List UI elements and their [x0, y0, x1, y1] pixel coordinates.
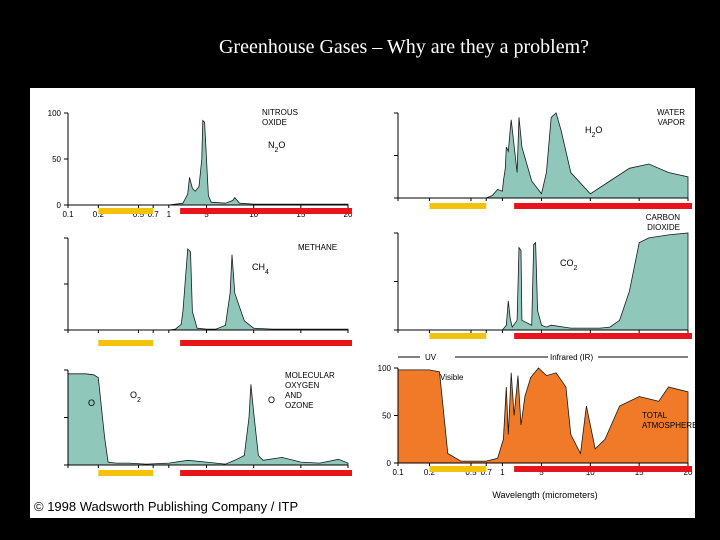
series-name-label: METHANE [298, 243, 337, 252]
y-tick-label: 100 [48, 109, 62, 118]
x-tick-label: 5 [539, 468, 544, 477]
uv-annotation: UV [425, 353, 437, 362]
x-axis-label: Wavelength (micrometers) [492, 490, 597, 500]
x-tick-label: 15 [635, 468, 644, 477]
y-tick-label: 0 [387, 459, 392, 468]
x-tick-label: 0.5 [133, 210, 145, 219]
x-tick-label: 15 [296, 210, 305, 219]
y-tick-label: 0 [57, 201, 62, 210]
figure-credit: © 1998 Wadsworth Publishing Company / IT… [34, 499, 299, 514]
visible-range-bar [98, 208, 154, 214]
infrared-range-bar [180, 208, 352, 214]
x-tick-label: 10 [586, 468, 595, 477]
infrared-range-bar [514, 333, 692, 339]
x-tick-label: 0.5 [465, 468, 477, 477]
x-tick-label: 20 [344, 210, 353, 219]
series-area-3 [398, 232, 689, 331]
visible-annotation: Visible [440, 373, 464, 382]
y-tick-label: 50 [382, 412, 391, 421]
visible-range-bar [98, 470, 154, 476]
series-area-2 [68, 248, 349, 331]
series-name-label: WATER [657, 108, 685, 117]
infrared-range-bar [180, 470, 352, 476]
x-tick-label: 0.1 [392, 468, 404, 477]
oxygen-formula-label: O [88, 398, 95, 408]
infrared-range-bar [514, 466, 692, 472]
x-tick-label: 0.2 [424, 468, 436, 477]
gas-formula-label: O2 [130, 390, 141, 404]
gas-formula-label: CH4 [252, 262, 269, 276]
x-tick-label: 1 [167, 210, 172, 219]
series-area-4 [67, 373, 349, 466]
y-tick-label: 50 [52, 155, 61, 164]
x-tick-label: 20 [684, 468, 693, 477]
series-name-label: ATMOSPHERE [642, 421, 695, 430]
infrared-range-bar [514, 203, 692, 209]
gas-formula-label: CO2 [560, 258, 578, 272]
series-name-label: DIOXIDE [647, 223, 680, 232]
visible-range-bar [429, 466, 487, 472]
x-tick-label: 5 [204, 210, 209, 219]
slide-title: Greenhouse Gases – Why are they a proble… [218, 36, 590, 58]
series-area-0 [68, 119, 349, 206]
series-name-label: OZONE [285, 401, 313, 410]
series-name-label: VAPOR [658, 118, 686, 127]
x-tick-label: 10 [249, 210, 258, 219]
series-name-label: AND [285, 391, 302, 400]
infrared-annotation: Infrared (IR) [550, 353, 593, 362]
y-tick-label: 100 [378, 364, 392, 373]
x-tick-label: 0.7 [148, 210, 160, 219]
series-name-label: OXIDE [262, 118, 287, 127]
x-tick-label: 0.2 [93, 210, 105, 219]
series-area-5 [397, 367, 689, 464]
ozone-formula-label: O [268, 395, 275, 405]
series-name-label: NITROUS [262, 108, 298, 117]
series-area-1 [398, 112, 689, 199]
gas-formula-label: H2O [585, 125, 602, 139]
absorption-figure: 0 50 100 0.1 0.2 0.5 0.7 1 5 10 15 20 NITROUS OXIDE WA… [30, 88, 695, 518]
series-name-label: CARBON [646, 213, 680, 222]
visible-range-bar [429, 203, 487, 209]
x-tick-label: 1 [500, 468, 505, 477]
visible-range-bar [429, 333, 487, 339]
visible-range-bar [98, 340, 154, 346]
x-tick-label: 0.7 [481, 468, 493, 477]
infrared-range-bar [180, 340, 352, 346]
series-name-label: MOLECULAR [285, 371, 335, 380]
series-name-label: OXYGEN [285, 381, 319, 390]
series-name-label: TOTAL [642, 411, 668, 420]
gas-formula-label: N2O [268, 140, 285, 154]
x-tick-label: 0.1 [62, 210, 74, 219]
